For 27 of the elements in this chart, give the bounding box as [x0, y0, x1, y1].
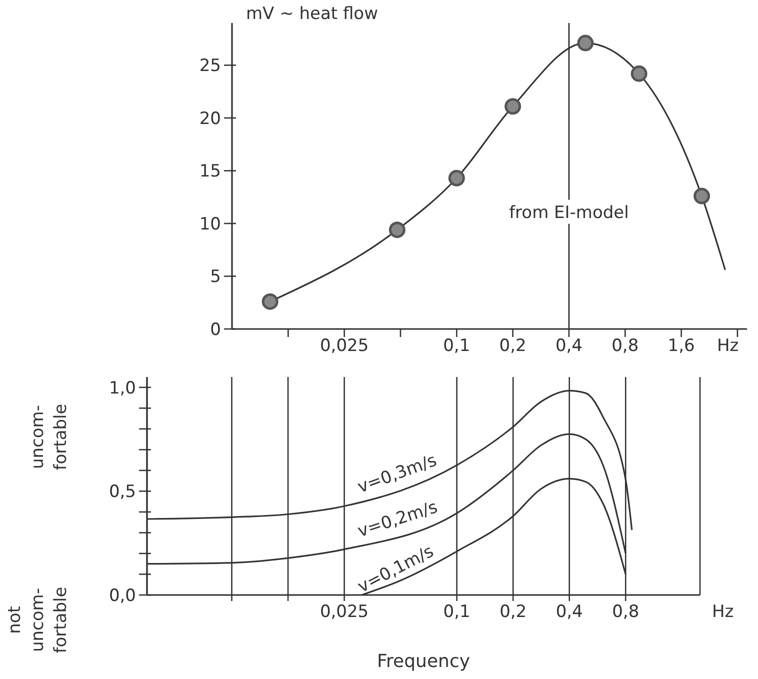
x-tick-label: 0,2	[500, 602, 527, 622]
x-tick-label: 0,8	[612, 602, 640, 622]
x-tick-label: 0,025	[320, 602, 369, 622]
x-tick-label: 0,4	[555, 336, 582, 356]
y-tick-label: 15	[199, 162, 221, 182]
y-axis-title: mV ∼ heat flow	[246, 4, 378, 24]
x-tick-label: 0,1	[443, 602, 470, 622]
y-tick-label: 0	[210, 320, 221, 340]
x-tick-label: 0,2	[499, 336, 526, 356]
ref-line-label: from EI-model	[509, 202, 629, 223]
y-tick-label: 25	[199, 56, 221, 76]
x-tick-label: 0,4	[556, 602, 583, 622]
x-axis-title: Hz	[717, 336, 739, 356]
x-axis-title: Frequency	[377, 651, 470, 672]
y-tick-label: 0,0	[108, 586, 136, 606]
y-tick-label: 1,0	[108, 378, 136, 398]
x-tick-label: 1,6	[668, 336, 695, 356]
y-tick-label: 0,5	[108, 482, 136, 502]
text: uncom- fortable	[28, 404, 71, 470]
y-tick-label: 10	[199, 214, 221, 234]
y-tick-label: 5	[210, 267, 221, 288]
y-tick-label: 20	[199, 108, 221, 129]
x-tick-label: 0,1	[443, 336, 470, 356]
x-tick-label: 0,8	[612, 336, 639, 356]
text: not uncom- fortable	[5, 586, 71, 654]
text: Hz	[712, 602, 734, 622]
x-tick-label: 0,025	[320, 336, 369, 356]
